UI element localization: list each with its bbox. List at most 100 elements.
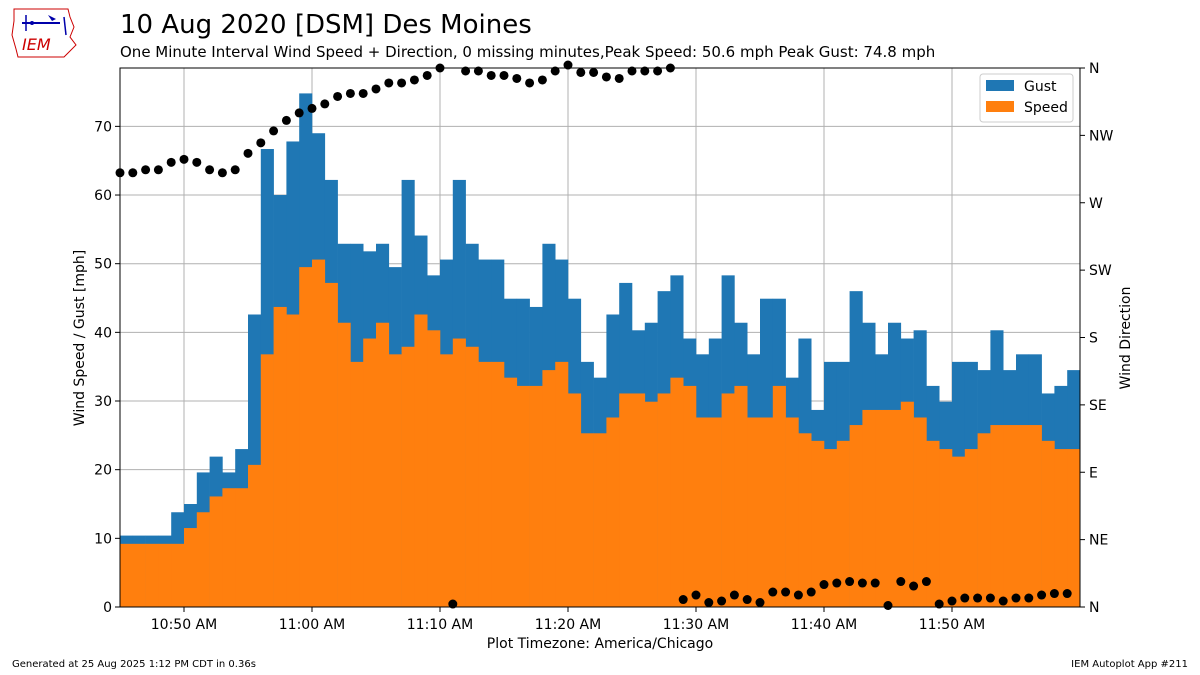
speed-bar	[990, 425, 1004, 607]
direction-point	[550, 66, 560, 76]
direction-point	[985, 593, 995, 603]
app-note: IEM Autoplot App #211	[1071, 659, 1188, 670]
speed-bar	[184, 528, 198, 607]
speed-bar	[1067, 449, 1081, 607]
direction-point	[473, 66, 483, 76]
legend-gust-label: Gust	[1024, 79, 1057, 95]
y2-tick-label: SE	[1089, 398, 1107, 414]
direction-point	[1049, 589, 1059, 599]
y-axis-label: Wind Speed / Gust [mph]	[72, 250, 88, 426]
direction-point	[320, 99, 330, 109]
direction-point	[128, 168, 138, 178]
direction-points	[115, 60, 1072, 611]
direction-point	[947, 596, 957, 606]
direction-point	[230, 165, 240, 175]
iem-logo: IEM	[11, 8, 77, 58]
direction-point	[781, 587, 791, 597]
speed-bar	[913, 417, 927, 607]
speed-bar	[158, 543, 172, 607]
legend-speed-swatch	[986, 101, 1014, 112]
speed-bar	[760, 417, 774, 607]
speed-bar	[427, 330, 441, 607]
speed-bar	[312, 259, 326, 607]
direction-point	[729, 590, 739, 600]
y-tick-label: 50	[94, 257, 112, 273]
speed-bar	[120, 543, 134, 607]
direction-point	[806, 587, 816, 597]
direction-point	[217, 168, 227, 178]
speed-bar	[324, 282, 338, 607]
speed-bar	[1041, 440, 1055, 607]
speed-bar	[235, 488, 249, 607]
direction-point	[691, 590, 701, 600]
speed-bar	[708, 417, 722, 607]
speed-bar	[555, 361, 569, 607]
speed-bar	[1054, 449, 1068, 607]
direction-point	[294, 108, 304, 118]
speed-bar	[248, 464, 262, 607]
speed-bar	[465, 346, 479, 607]
speed-bar	[632, 393, 646, 607]
direction-point	[589, 67, 599, 77]
page-subtitle: One Minute Interval Wind Speed + Directi…	[120, 43, 936, 61]
speed-bar	[747, 417, 761, 607]
speed-bar	[529, 385, 543, 607]
x-tick-label: 11:50 AM	[919, 617, 985, 633]
speed-bar	[145, 543, 159, 607]
speed-bar	[452, 338, 466, 607]
y2-tick-label: N	[1089, 61, 1099, 77]
direction-point	[205, 165, 215, 175]
speed-bar	[568, 393, 582, 607]
direction-point	[333, 91, 343, 101]
speed-bars	[120, 259, 1081, 607]
direction-point	[909, 581, 919, 591]
direction-point	[742, 595, 752, 605]
direction-point	[627, 66, 637, 76]
y2-tick-label: E	[1089, 465, 1098, 481]
y2-tick-label: W	[1089, 196, 1103, 212]
direction-point	[883, 601, 893, 611]
x-tick-label: 11:20 AM	[535, 617, 601, 633]
direction-point	[192, 157, 202, 167]
speed-bar	[580, 433, 594, 607]
speed-bar	[260, 354, 274, 607]
direction-point	[153, 165, 163, 175]
speed-bar	[1028, 425, 1042, 607]
speed-bar	[273, 306, 287, 607]
x-tick-label: 11:30 AM	[663, 617, 729, 633]
speed-bar	[222, 488, 236, 607]
speed-bar	[926, 440, 940, 607]
speed-bar	[350, 361, 364, 607]
speed-bar	[862, 409, 876, 607]
legend: Gust Speed	[979, 73, 1074, 123]
direction-point	[281, 115, 291, 125]
direction-point	[448, 599, 458, 609]
direction-point	[461, 66, 471, 76]
y-tick-label: 60	[94, 188, 112, 204]
direction-point	[998, 596, 1008, 606]
direction-point	[269, 126, 279, 136]
speed-bar	[593, 433, 607, 607]
speed-bar	[299, 267, 313, 607]
speed-bar	[132, 543, 146, 607]
direction-point	[384, 78, 394, 88]
direction-point	[486, 70, 496, 80]
direction-point	[243, 148, 253, 158]
speed-bar	[171, 543, 185, 607]
direction-point	[934, 599, 944, 609]
speed-bar	[670, 377, 684, 607]
legend-gust-swatch	[986, 80, 1014, 91]
y2-tick-label: N	[1089, 600, 1099, 616]
speed-bar	[939, 449, 953, 607]
y2-axis-label: Wind Direction	[1118, 287, 1134, 390]
speed-bar	[849, 425, 863, 607]
direction-point	[371, 84, 381, 94]
direction-point	[525, 78, 535, 88]
speed-bar	[542, 370, 556, 607]
y2-tick-label: NE	[1089, 533, 1108, 549]
direction-point	[563, 60, 573, 70]
speed-bar	[836, 440, 850, 607]
direction-point	[179, 154, 189, 164]
direction-point	[345, 88, 355, 98]
y-tick-label: 30	[94, 394, 112, 410]
